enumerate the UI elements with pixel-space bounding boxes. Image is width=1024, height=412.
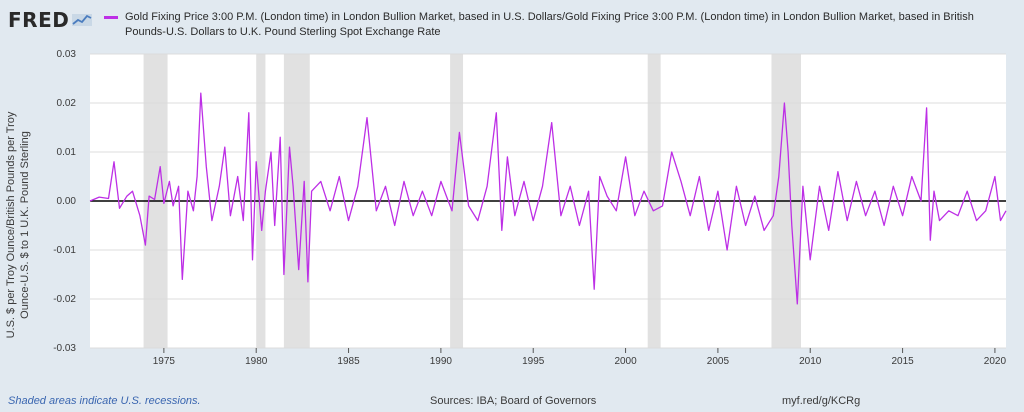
x-axis-ticks: 1975 1980 1985 1990 1995 2000 2005 2010 2015 2020	[153, 348, 1007, 367]
y-tick-label-2: 0.01	[57, 147, 77, 158]
chart-line-icon	[72, 14, 93, 26]
legend-label: Gold Fixing Price 3:00 P.M. (London time…	[125, 11, 974, 38]
y-axis-ticks: 0.03 0.02 0.01 0.00 -0.01 -0.02 -0.03	[53, 49, 76, 354]
x-tick-label-7: 2010	[799, 356, 822, 367]
fred-logo[interactable]: FRED	[8, 8, 93, 32]
y-tick-label-6: -0.03	[53, 343, 76, 354]
logo-text: FRED	[8, 8, 70, 32]
y-tick-label-0: 0.03	[57, 49, 77, 60]
legend-swatch	[104, 16, 118, 19]
x-tick-label-3: 1990	[430, 356, 453, 367]
y-tick-label-3: 0.00	[57, 196, 77, 207]
x-tick-label-8: 2015	[891, 356, 914, 367]
y-axis-title: U.S. $ per Troy Ounce/British Pounds per…	[5, 111, 31, 339]
y-tick-label-1: 0.02	[57, 98, 77, 109]
short-url-link[interactable]: myf.red/g/KCRg	[782, 395, 861, 407]
x-tick-label-0: 1975	[153, 356, 176, 367]
sources-text: Sources: IBA; Board of Governors	[430, 395, 597, 407]
y-tick-label-5: -0.02	[53, 294, 76, 305]
x-tick-label-5: 2000	[614, 356, 637, 367]
x-tick-label-1: 1980	[245, 356, 268, 367]
x-tick-label-9: 2020	[984, 356, 1007, 367]
chart-header: FRED Gold Fixing Price 3:00 P.M. (London…	[0, 0, 1024, 50]
x-tick-label-2: 1985	[337, 356, 360, 367]
y-tick-label-4: -0.01	[53, 245, 76, 256]
x-tick-label-6: 2005	[707, 356, 730, 367]
x-tick-label-4: 1995	[522, 356, 545, 367]
legend: Gold Fixing Price 3:00 P.M. (London time…	[104, 10, 1004, 40]
series-line	[89, 92, 1007, 305]
recessions-note: Shaded areas indicate U.S. recessions.	[8, 395, 201, 407]
